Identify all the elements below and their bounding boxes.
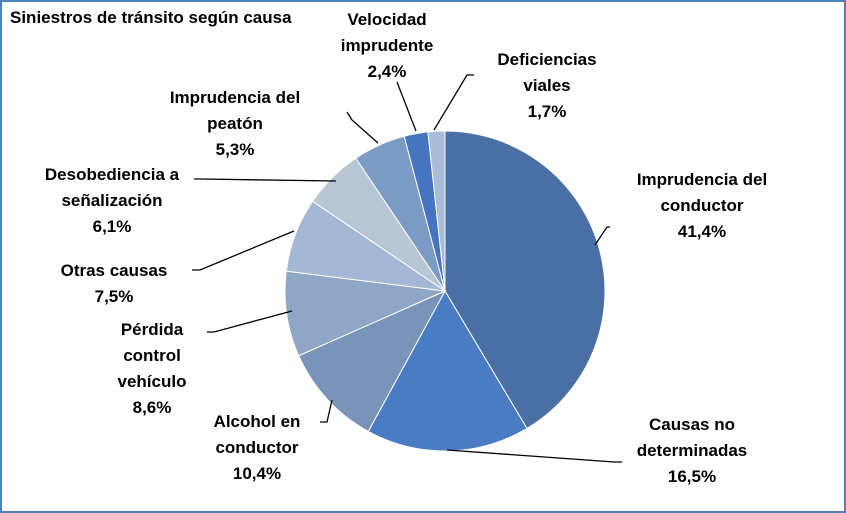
slice-label: Imprudencia del conductor 41,4% [622, 167, 782, 245]
value-label: 5,3% [215, 140, 255, 159]
leader-line [194, 178, 337, 182]
category-label: Desobediencia a señalización [44, 165, 180, 210]
pie-slice [367, 289, 528, 452]
slice-label: Otras causas 7,5% [39, 258, 189, 310]
pie-slice [444, 130, 606, 430]
leader-line [433, 74, 474, 131]
category-label: Deficiencias viales [497, 50, 597, 95]
pie-slice [298, 289, 447, 433]
value-label: 6,1% [92, 217, 132, 236]
leader-line [346, 111, 379, 144]
chart-title: Siniestros de tránsito según causa [10, 8, 292, 27]
value-label: 41,4% [677, 222, 727, 241]
category-label: Imprudencia del conductor [636, 170, 768, 215]
pie-slice [284, 270, 447, 357]
leader-line [446, 449, 622, 463]
value-label: 8,6% [132, 398, 172, 417]
category-label: Causas no determinadas [636, 415, 748, 460]
slice-label: Alcohol en conductor 10,4% [187, 409, 327, 487]
slice-label: Velocidad imprudente 2,4% [317, 7, 457, 85]
value-label: 16,5% [667, 467, 717, 486]
leader-line [396, 81, 417, 132]
category-label: Velocidad imprudente [340, 10, 434, 55]
category-label: Pérdida control vehículo [117, 320, 187, 391]
category-label: Imprudencia del peatón [169, 88, 301, 133]
leader-line [320, 399, 333, 423]
leader-line [192, 230, 295, 271]
leader-line [207, 310, 293, 333]
pie-slice [427, 130, 446, 292]
category-label: Otras causas [60, 261, 168, 280]
slice-label: Imprudencia del peatón 5,3% [160, 85, 310, 163]
slice-label: Desobediencia a señalización 6,1% [17, 162, 207, 240]
slice-label: Pérdida control vehículo 8,6% [102, 317, 202, 421]
value-label: 10,4% [232, 464, 282, 483]
value-label: 1,7% [527, 102, 567, 121]
slice-label: Deficiencias viales 1,7% [482, 47, 612, 125]
value-label: 2,4% [367, 62, 407, 81]
category-label: Alcohol en conductor [213, 412, 301, 457]
leader-line [594, 226, 610, 246]
value-label: 7,5% [94, 287, 134, 306]
slice-label: Causas no determinadas 16,5% [612, 412, 772, 490]
